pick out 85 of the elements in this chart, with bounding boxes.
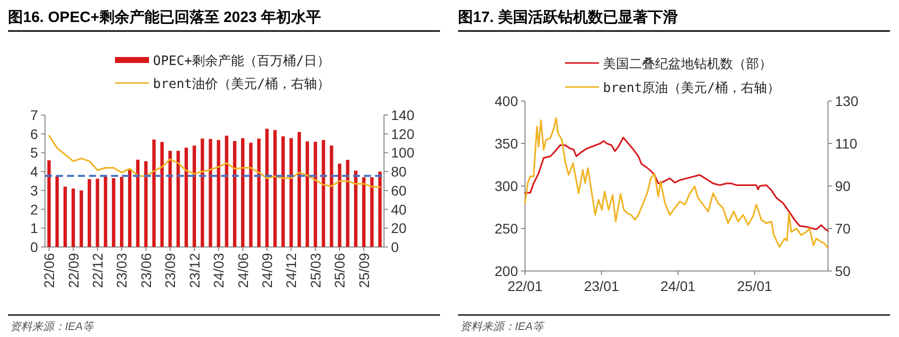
bar xyxy=(80,190,84,247)
y2-tick-label: 100 xyxy=(391,144,415,161)
x-tick-label: 22/01 xyxy=(507,278,543,294)
bar xyxy=(72,188,75,247)
x-tick-label: 24/12 xyxy=(283,252,300,288)
x-tick-label: 25/09 xyxy=(356,252,372,288)
legend-label: brent原油（美元/桶，右轴） xyxy=(603,80,780,96)
x-tick-label: 22/06 xyxy=(41,252,58,288)
x-tick-label: 24/06 xyxy=(234,252,251,288)
bar xyxy=(281,136,285,247)
y-tick-label: 3 xyxy=(30,182,38,198)
bar xyxy=(362,177,366,247)
y2-tick-label: 0 xyxy=(391,239,399,255)
bar xyxy=(306,141,310,247)
chart-title: 图16. OPEC+剩余产能已回落至 2023 年初水平 xyxy=(8,8,321,26)
y2-tick-label: 90 xyxy=(835,178,851,194)
line-series xyxy=(524,117,828,248)
x-tick-label: 24/03 xyxy=(210,252,227,288)
bar xyxy=(192,146,196,247)
legend-label: OPEC+剩余产能（百万桶/日） xyxy=(153,54,330,69)
y-tick-label: 1 xyxy=(30,220,38,236)
x-tick-label: 22/09 xyxy=(65,252,82,288)
bar xyxy=(112,178,116,247)
y-tick-label: 350 xyxy=(494,136,518,152)
bar xyxy=(55,176,59,247)
bar xyxy=(346,160,350,247)
x-tick-label: 23/06 xyxy=(138,252,154,288)
bar xyxy=(241,138,244,247)
bar xyxy=(184,148,188,247)
bar xyxy=(224,136,228,247)
y-tick-label: 6 xyxy=(30,126,38,142)
y-tick-label: 5 xyxy=(30,144,38,161)
bar xyxy=(136,160,140,247)
bar xyxy=(88,179,92,247)
bar xyxy=(128,170,132,247)
bar xyxy=(168,150,172,247)
legend-label: 美国二叠纪盆地钻机数（部） xyxy=(603,56,772,72)
bar xyxy=(257,138,261,247)
y2-tick-label: 80 xyxy=(391,164,407,180)
y2-tick-label: 40 xyxy=(391,201,407,218)
x-tick-label: 24/01 xyxy=(660,278,696,294)
bar xyxy=(314,142,318,247)
x-tick-label: 23/03 xyxy=(114,252,130,288)
chart-title: 图17. 美国活跃钻机数已显著下滑 xyxy=(458,8,678,26)
y2-tick-label: 60 xyxy=(391,182,407,198)
text: 资料来源：IEA等 xyxy=(10,320,96,333)
x-tick-label: 22/12 xyxy=(89,252,106,288)
y2-tick-label: 120 xyxy=(391,126,415,142)
bar xyxy=(232,141,236,247)
line-series xyxy=(48,134,381,188)
bar xyxy=(298,132,301,247)
x-tick-label: 23/12 xyxy=(186,252,202,288)
bar xyxy=(200,138,204,247)
x-tick-label: 25/01 xyxy=(737,278,772,294)
y-tick-label: 250 xyxy=(494,220,518,236)
text: 资料来源：IEA等 xyxy=(460,320,546,333)
y2-tick-label: 70 xyxy=(835,220,851,236)
y-tick-label: 200 xyxy=(494,263,518,279)
y2-tick-label: 20 xyxy=(391,220,407,236)
x-tick-label: 25/03 xyxy=(307,252,324,288)
bar xyxy=(249,142,253,247)
y-tick-label: 7 xyxy=(30,107,38,123)
y-tick-label: 0 xyxy=(30,239,38,255)
y2-tick-label: 110 xyxy=(835,136,858,152)
x-tick-label: 25/06 xyxy=(332,252,348,288)
bar xyxy=(120,176,124,247)
line-series xyxy=(524,136,829,232)
bar xyxy=(144,161,148,247)
y-tick-label: 4 xyxy=(30,164,38,180)
x-tick-label: 23/09 xyxy=(162,252,178,288)
y-tick-label: 300 xyxy=(494,178,518,194)
x-tick-label: 24/09 xyxy=(258,252,275,288)
bar xyxy=(370,177,374,247)
bar xyxy=(176,150,180,247)
x-tick-label: 23/01 xyxy=(584,278,620,294)
y-tick-label: 400 xyxy=(494,93,518,109)
y2-tick-label: 140 xyxy=(391,107,415,123)
bar xyxy=(338,164,342,247)
y2-tick-label: 50 xyxy=(835,263,851,279)
y2-tick-label: 130 xyxy=(835,93,859,109)
bar xyxy=(63,186,67,247)
y-tick-label: 2 xyxy=(30,201,38,218)
bar xyxy=(289,138,293,247)
legend-label: brent油价（美元/桶，右轴） xyxy=(153,76,330,92)
bar xyxy=(354,170,358,247)
